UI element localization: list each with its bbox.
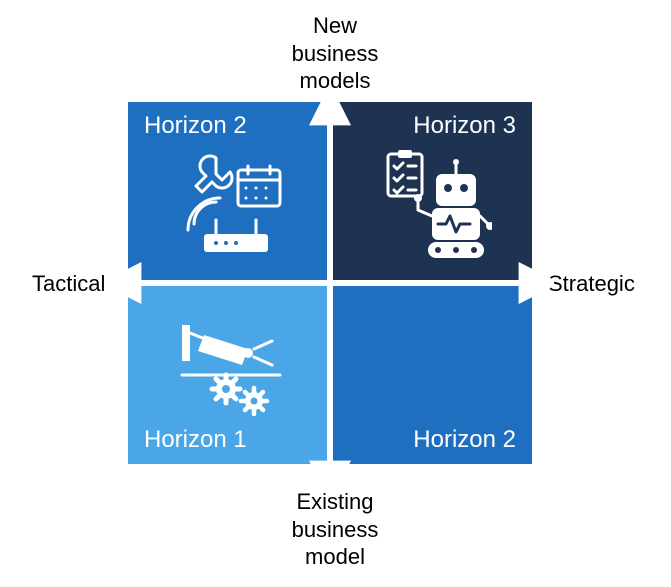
axis-label-right: Strategic (548, 270, 635, 298)
quadrant-br-label: Horizon 2 (413, 426, 516, 454)
quadrant-bottom-right: Horizon 2 (330, 283, 532, 464)
quadrant-top-right: Horizon 3 (330, 102, 532, 283)
quadrant-tl-label: Horizon 2 (144, 112, 247, 140)
axis-bottom-line2: business (292, 517, 379, 542)
robot-checklist-icon (382, 148, 492, 268)
quadrant-tr-label: Horizon 3 (413, 112, 516, 140)
axis-bottom-line3: model (305, 544, 365, 569)
axis-label-left: Tactical (32, 270, 105, 298)
axis-label-bottom: Existing business model (260, 488, 410, 571)
quadrant-grid: Horizon 2 (128, 102, 532, 464)
camera-gears-icon (176, 319, 286, 419)
maintenance-router-icon (176, 152, 296, 262)
quadrant-bottom-left: Horizon 1 (128, 283, 330, 464)
axis-top-line3: models (300, 68, 371, 93)
axis-label-top: New business models (260, 12, 410, 95)
axis-top-line1: New (313, 13, 357, 38)
quadrant-bl-label: Horizon 1 (144, 426, 247, 454)
axis-top-line2: business (292, 41, 379, 66)
axis-bottom-line1: Existing (296, 489, 373, 514)
horizon-quadrant-diagram: New business models Existing business mo… (0, 0, 671, 587)
quadrant-top-left: Horizon 2 (128, 102, 330, 283)
